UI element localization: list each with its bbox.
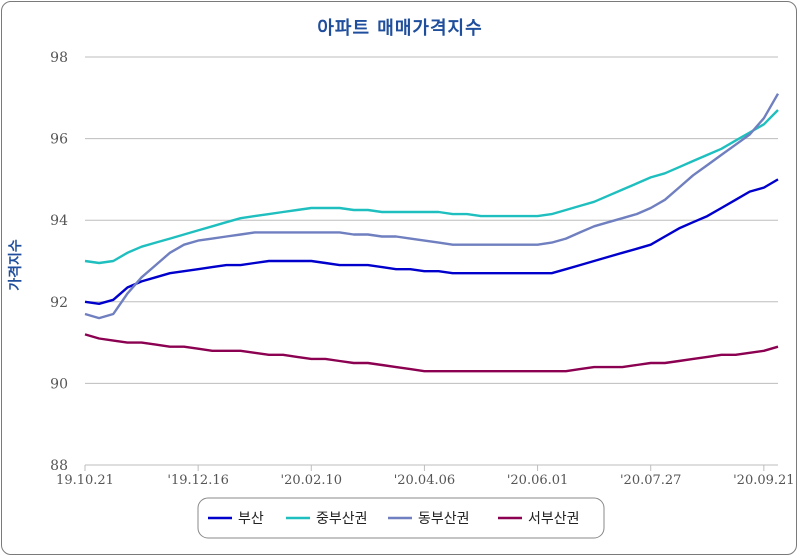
x-ticks: 19.10.21 '19.12.16 '20.02.10 '20.04.06 '20.0… [56,465,795,488]
legend: 부산 중부산권 동부산권 서부산권 [197,497,605,539]
y-tick-label: 90 [50,376,68,392]
y-axis-label: 가격지수 [7,239,24,291]
x-tick-label: 19.10.21 [56,473,114,488]
y-tick-label: 96 [50,132,68,148]
series-line-2 [84,93,780,320]
x-tick-label: '20.04.06 [394,473,455,488]
y-tick-label: 88 [50,458,68,474]
series-line-1 [84,109,779,265]
series-line-0 [84,178,779,305]
legend-label-1: 중부산권 [316,511,368,527]
legend-label-0: 부산 [238,511,264,527]
y-tick-label: 98 [50,50,68,66]
y-tick-label: 92 [50,295,68,311]
series-line-3 [84,333,779,373]
x-tick-label: '20.06.01 [507,473,568,488]
x-tick-label: '19.12.16 [167,473,228,488]
x-tick-label: '20.02.10 [281,473,342,488]
chart-title: 아파트 매매가격지수 [317,18,482,39]
x-tick-label: '20.09.21 [733,473,794,488]
y-tick-label: 94 [50,213,68,229]
legend-label-3: 서부산권 [528,511,580,527]
x-tick-label: '20.07.27 [620,473,681,488]
gridlines [85,56,778,466]
legend-label-2: 동부산권 [418,511,470,527]
y-ticks: 88 90 92 94 96 98 [50,50,68,474]
series-lines [84,93,780,373]
